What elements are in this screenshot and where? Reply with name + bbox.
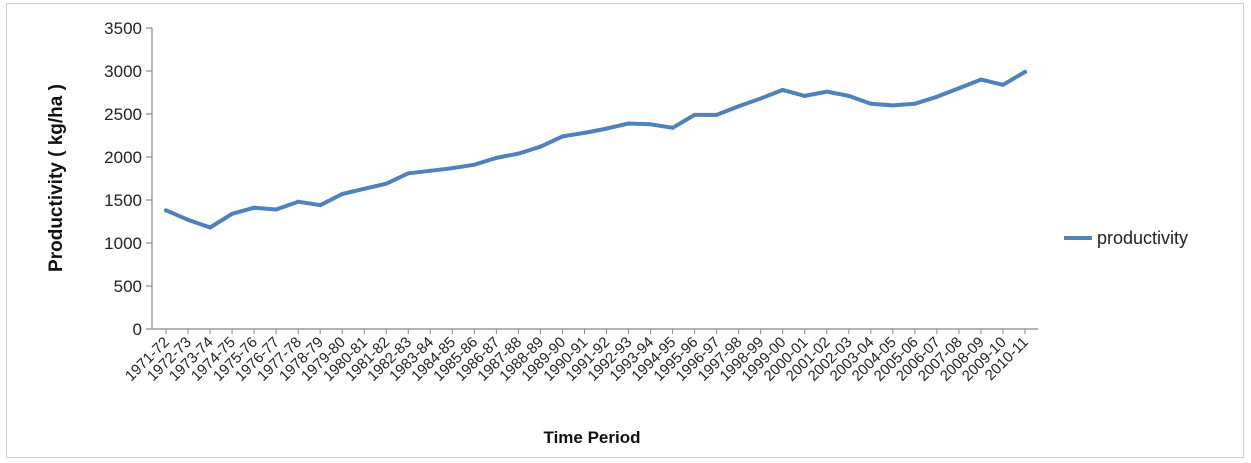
data-point <box>296 199 301 204</box>
y-tick-label: 0 <box>133 320 142 339</box>
data-point <box>604 126 609 131</box>
data-point <box>582 130 587 135</box>
y-tick-label: 3000 <box>104 62 142 81</box>
data-point <box>274 207 279 212</box>
data-point <box>516 151 521 156</box>
data-point <box>758 96 763 101</box>
data-point <box>868 101 873 106</box>
y-ticks: 0 500 1000 1500 2000 2500 3000 3500 <box>104 19 152 339</box>
y-tick-label: 1000 <box>104 234 142 253</box>
data-points <box>164 69 1027 230</box>
data-point <box>428 168 433 173</box>
data-point <box>186 217 191 222</box>
data-point <box>714 112 719 117</box>
data-point <box>648 122 653 127</box>
data-point <box>1023 69 1027 74</box>
series-line-productivity <box>164 69 1027 230</box>
data-point <box>1000 82 1005 87</box>
data-point <box>934 94 939 99</box>
y-tick-label: 2500 <box>104 105 142 124</box>
data-point <box>780 87 785 92</box>
data-point <box>450 166 455 171</box>
data-point <box>912 101 917 106</box>
legend-label: productivity <box>1097 228 1188 248</box>
data-point <box>956 86 961 91</box>
y-tick-label: 1500 <box>104 191 142 210</box>
data-point <box>252 205 257 210</box>
data-point <box>362 186 367 191</box>
legend: productivity <box>1064 228 1188 248</box>
data-point <box>208 225 213 230</box>
data-point <box>626 121 631 126</box>
data-point <box>736 104 741 109</box>
data-point <box>164 208 168 213</box>
axes <box>151 28 1038 330</box>
y-tick-label: 2000 <box>104 148 142 167</box>
data-point <box>318 203 323 208</box>
data-point <box>494 155 499 160</box>
data-point <box>340 191 345 196</box>
data-point <box>692 112 697 117</box>
data-point <box>538 144 543 149</box>
data-point <box>406 171 411 176</box>
data-point <box>802 93 807 98</box>
chart-frame <box>6 3 1244 458</box>
data-point <box>384 181 389 186</box>
y-tick-label: 3500 <box>104 19 142 38</box>
y-axis-title: Productivity ( kg/ha ) <box>46 84 67 272</box>
data-point <box>846 93 851 98</box>
data-point <box>670 125 675 130</box>
x-axis-title: Time Period <box>544 428 641 447</box>
data-point <box>824 89 829 94</box>
data-point <box>978 77 983 82</box>
data-point <box>560 134 565 139</box>
data-point <box>472 162 477 167</box>
data-point <box>230 211 235 216</box>
x-ticks: 1971-721972-731973-741974-751975-761976-… <box>122 329 1032 385</box>
data-point <box>890 103 895 108</box>
y-tick-label: 500 <box>114 277 142 296</box>
